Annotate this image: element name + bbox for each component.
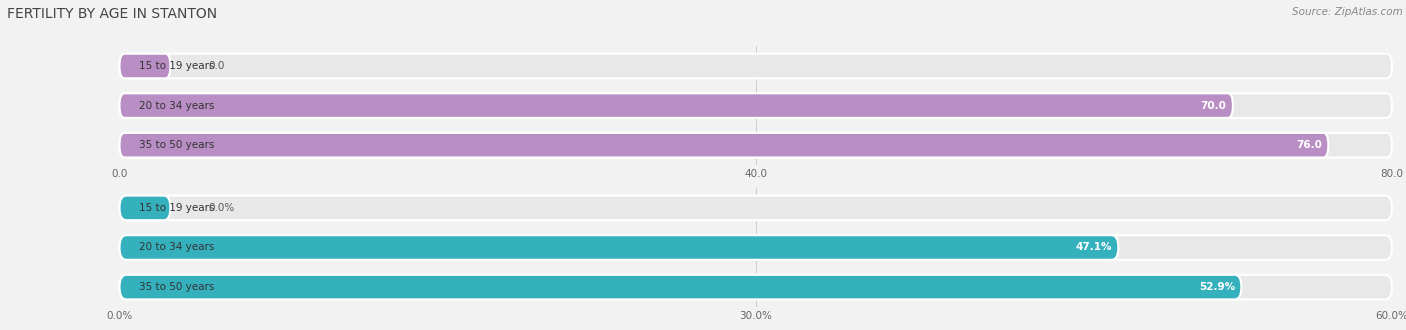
Text: 0.0: 0.0: [208, 61, 225, 71]
Text: 70.0: 70.0: [1201, 101, 1226, 111]
FancyBboxPatch shape: [120, 275, 1241, 299]
Text: Source: ZipAtlas.com: Source: ZipAtlas.com: [1292, 7, 1403, 16]
Text: FERTILITY BY AGE IN STANTON: FERTILITY BY AGE IN STANTON: [7, 7, 217, 20]
FancyBboxPatch shape: [120, 93, 1233, 118]
Text: 15 to 19 years: 15 to 19 years: [139, 203, 214, 213]
FancyBboxPatch shape: [120, 275, 1392, 299]
FancyBboxPatch shape: [120, 54, 1392, 78]
FancyBboxPatch shape: [120, 235, 1392, 260]
Text: 20 to 34 years: 20 to 34 years: [139, 243, 214, 252]
Text: 47.1%: 47.1%: [1076, 243, 1112, 252]
Text: 0.0%: 0.0%: [208, 203, 235, 213]
FancyBboxPatch shape: [120, 235, 1118, 260]
FancyBboxPatch shape: [120, 93, 1392, 118]
Text: 76.0: 76.0: [1296, 140, 1322, 150]
FancyBboxPatch shape: [120, 133, 1329, 157]
Text: 15 to 19 years: 15 to 19 years: [139, 61, 214, 71]
Text: 52.9%: 52.9%: [1199, 282, 1234, 292]
FancyBboxPatch shape: [120, 54, 170, 78]
Text: 20 to 34 years: 20 to 34 years: [139, 101, 214, 111]
FancyBboxPatch shape: [120, 133, 1392, 157]
FancyBboxPatch shape: [120, 196, 1392, 220]
Text: 35 to 50 years: 35 to 50 years: [139, 282, 214, 292]
Text: 35 to 50 years: 35 to 50 years: [139, 140, 214, 150]
FancyBboxPatch shape: [120, 196, 170, 220]
